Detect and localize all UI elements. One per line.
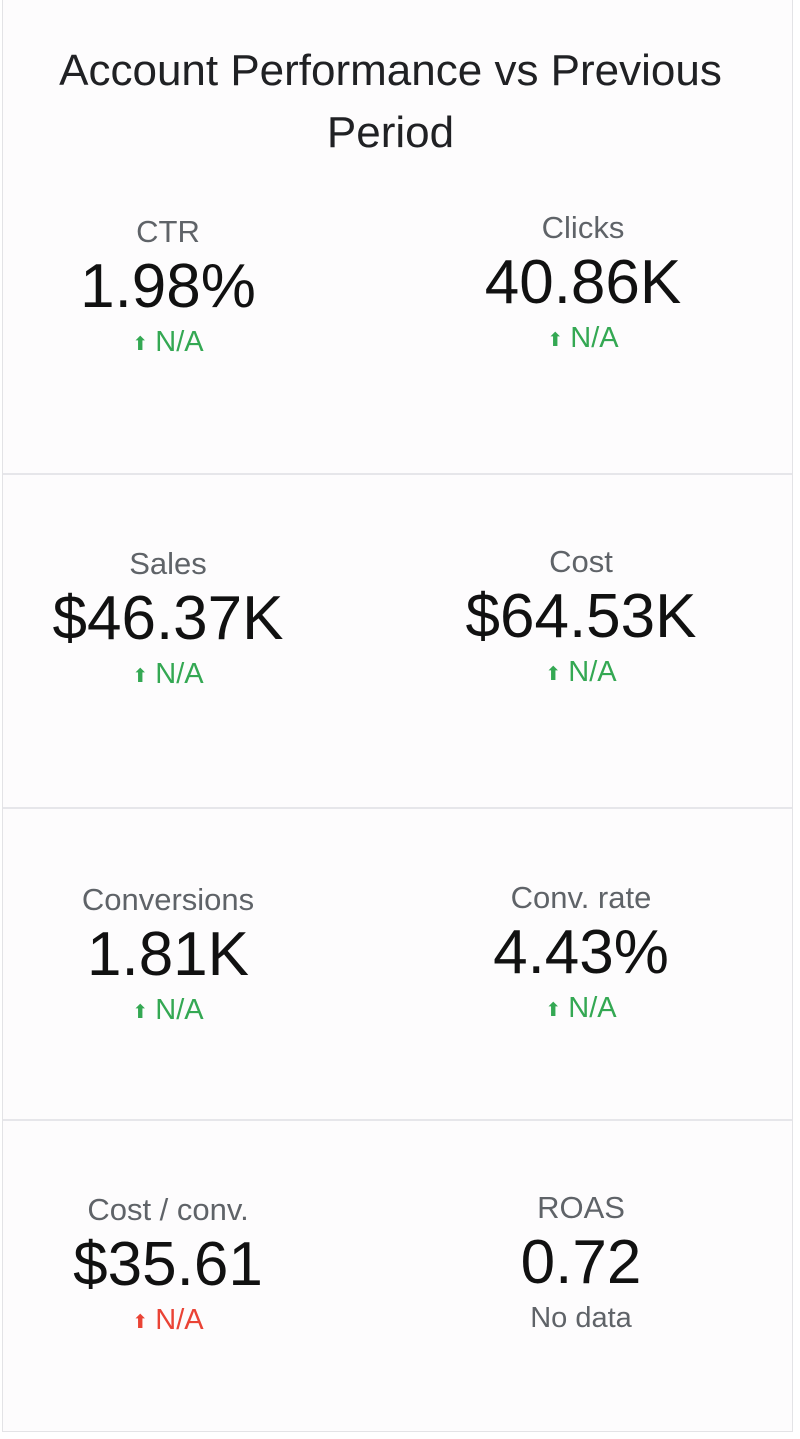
metric-label: CTR [136,214,200,249]
scorecard-sales: Sales $46.37K ⬆ N/A [3,546,333,695]
metric-delta: No data [416,1300,746,1336]
delta-text: N/A [155,326,204,358]
metric-label: ROAS [537,1190,625,1225]
panel-title: Account Performance vs Previous Period [59,46,722,157]
delta-text: N/A [568,992,617,1024]
delta-text: N/A [155,994,204,1026]
row-divider [3,473,792,475]
metric-value: 1.81K [86,920,250,989]
delta-text: No data [530,1302,632,1334]
arrow-up-icon: ⬆ [132,334,149,355]
metric-label: Sales [129,546,207,581]
scorecard-cost-per-conv: Cost / conv. $35.61 ⬆ N/A [3,1192,333,1341]
metric-delta: ⬆ N/A [3,324,333,363]
scorecard-conversions: Conversions 1.81K ⬆ N/A [3,882,333,1031]
metric-delta: ⬆ N/A [3,1302,333,1341]
scorecard-ctr: CTR 1.98% ⬆ N/A [3,214,333,363]
metric-value: $64.53K [465,582,697,651]
metric-delta: ⬆ N/A [3,656,333,695]
metric-delta: ⬆ N/A [3,992,333,1031]
metric-delta: ⬆ N/A [418,320,748,359]
arrow-up-icon: ⬆ [545,664,562,685]
arrow-up-icon: ⬆ [547,330,564,351]
arrow-up-icon: ⬆ [132,1002,149,1023]
scorecard-cost: Cost $64.53K ⬆ N/A [416,544,746,693]
metric-value: $35.61 [73,1230,263,1299]
scorecard-clicks: Clicks 40.86K ⬆ N/A [418,210,748,359]
metric-value: 4.43% [493,918,669,987]
metric-value: 1.98% [80,252,256,321]
metric-label: Cost / conv. [87,1192,249,1227]
metric-label: Cost [549,544,613,579]
scorecard-conv-rate: Conv. rate 4.43% ⬆ N/A [416,880,746,1029]
arrow-up-icon: ⬆ [132,666,149,687]
scorecard-roas: ROAS 0.72 No data [416,1190,746,1336]
metric-label: Conv. rate [510,880,652,915]
metric-delta: ⬆ N/A [416,990,746,1029]
metric-label: Clicks [541,210,625,245]
delta-text: N/A [155,658,204,690]
row-divider [3,1119,792,1121]
metric-value: 0.72 [520,1228,642,1297]
row-divider [3,807,792,809]
delta-text: N/A [568,656,617,688]
delta-text: N/A [155,1304,204,1336]
arrow-up-icon: ⬆ [545,1000,562,1021]
metric-value: 40.86K [484,248,682,317]
metric-label: Conversions [81,882,255,917]
metric-delta: ⬆ N/A [416,654,746,693]
delta-text: N/A [570,322,619,354]
metric-value: $46.37K [52,584,284,653]
arrow-up-icon: ⬆ [132,1312,149,1333]
